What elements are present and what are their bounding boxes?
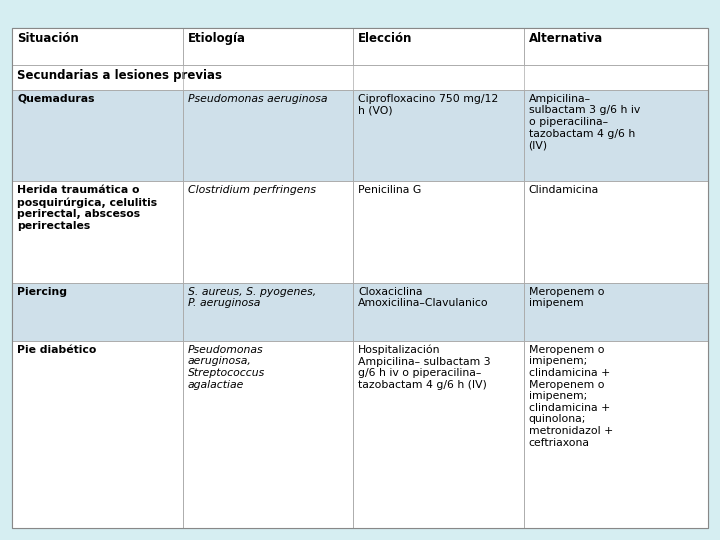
Bar [12, 341, 183, 528]
Bar [183, 341, 353, 528]
Text: Situación: Situación [17, 32, 78, 45]
Bar [353, 181, 523, 283]
Bar [523, 341, 708, 528]
Text: Etiología: Etiología [187, 32, 246, 45]
Bar [523, 28, 708, 65]
Text: Hospitalización
Ampicilina– sulbactam 3
g/6 h iv o piperacilina–
tazobactam 4 g/: Hospitalización Ampicilina– sulbactam 3 … [358, 345, 490, 390]
Bar [523, 181, 708, 283]
Text: Pseudomonas
aeruginosa,
Streptococcus
agalactiae: Pseudomonas aeruginosa, Streptococcus ag… [187, 345, 265, 389]
Text: Pie diabético: Pie diabético [17, 345, 96, 355]
Text: Meropenem o
imipenem: Meropenem o imipenem [528, 287, 604, 308]
Text: Piercing: Piercing [17, 287, 67, 297]
Text: Penicilina G: Penicilina G [358, 185, 421, 195]
Bar [12, 28, 183, 65]
Text: Pseudomonas aeruginosa: Pseudomonas aeruginosa [187, 94, 327, 104]
Text: Secundarias a lesiones previas: Secundarias a lesiones previas [17, 69, 222, 82]
Bar [523, 90, 708, 181]
Bar [353, 90, 523, 181]
Bar [353, 28, 523, 65]
Text: Clindamicina: Clindamicina [528, 185, 599, 195]
Bar [523, 283, 708, 341]
Bar [12, 90, 183, 181]
Text: Herida traumática o
posquirúrgica, celulitis
perirectal, abscesos
perirectales: Herida traumática o posquirúrgica, celul… [17, 185, 157, 231]
Bar [12, 181, 183, 283]
Bar [12, 65, 708, 90]
Bar [183, 283, 353, 341]
Bar [353, 341, 523, 528]
Bar [12, 283, 183, 341]
Text: Cloxaciclina
Amoxicilina–Clavulanico: Cloxaciclina Amoxicilina–Clavulanico [358, 287, 489, 308]
Bar [353, 283, 523, 341]
Text: Clostridium perfringens: Clostridium perfringens [187, 185, 315, 195]
Bar [183, 28, 353, 65]
Text: Elección: Elección [358, 32, 413, 45]
Text: Alternativa: Alternativa [528, 32, 603, 45]
Text: S. aureus, S. pyogenes,
P. aeruginosa: S. aureus, S. pyogenes, P. aeruginosa [187, 287, 316, 308]
Text: Ciprofloxacino 750 mg/12
h (VO): Ciprofloxacino 750 mg/12 h (VO) [358, 94, 498, 116]
Bar [183, 90, 353, 181]
Bar [183, 181, 353, 283]
Text: Meropenem o
imipenem;
clindamicina +
Meropenem o
imipenem;
clindamicina +
quinol: Meropenem o imipenem; clindamicina + Mer… [528, 345, 613, 448]
Text: Quemaduras: Quemaduras [17, 94, 94, 104]
Text: Ampicilina–
sulbactam 3 g/6 h iv
o piperacilina–
tazobactam 4 g/6 h
(IV): Ampicilina– sulbactam 3 g/6 h iv o piper… [528, 94, 640, 150]
